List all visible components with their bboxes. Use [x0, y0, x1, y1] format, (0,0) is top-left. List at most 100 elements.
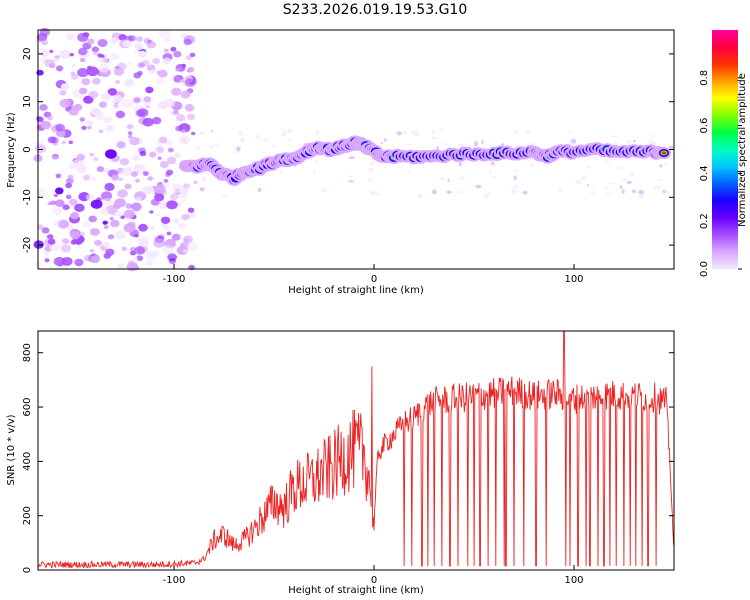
noise-speckle — [134, 178, 140, 183]
faint-speckle — [605, 161, 610, 164]
faint-speckle — [431, 129, 435, 135]
noise-speckle — [52, 57, 59, 63]
noise-speckle — [130, 250, 136, 256]
y-tick-label: 400 — [22, 452, 33, 471]
noise-speckle — [161, 180, 171, 188]
faint-speckle — [272, 144, 276, 148]
faint-speckle — [569, 141, 574, 147]
faint-speckle — [222, 195, 228, 198]
noise-speckle — [135, 196, 142, 202]
noise-speckle — [159, 160, 169, 169]
noise-speckle — [143, 96, 151, 103]
noise-speckle — [157, 200, 169, 209]
noise-speckle — [126, 166, 133, 172]
noise-speckle — [139, 150, 147, 157]
noise-speckle — [161, 216, 171, 224]
y-tick-label: 600 — [22, 397, 33, 416]
snr-y-axis-label: SNR (10 * v/v) — [6, 414, 17, 485]
noise-speckle — [138, 223, 148, 232]
faint-speckle — [447, 178, 450, 183]
noise-speckle — [123, 209, 135, 219]
noise-speckle — [121, 246, 128, 251]
noise-speckle — [149, 185, 154, 189]
faint-speckle — [368, 168, 374, 172]
noise-speckle — [171, 233, 181, 241]
noise-speckle — [61, 140, 67, 145]
noise-speckle — [46, 234, 54, 240]
noise-speckle — [155, 213, 160, 218]
faint-speckle — [656, 179, 662, 182]
noise-speckle — [51, 206, 63, 216]
faint-speckle — [626, 180, 632, 185]
noise-speckle — [128, 35, 136, 42]
noise-speckle — [90, 176, 97, 182]
noise-speckle — [105, 149, 117, 159]
noise-speckle — [158, 28, 171, 38]
noise-speckle — [65, 194, 72, 200]
noise-speckle — [127, 131, 133, 136]
noise-speckle — [90, 228, 100, 236]
noise-speckle — [103, 168, 110, 173]
snr-line — [38, 331, 674, 570]
faint-speckle — [431, 136, 438, 140]
noise-speckle — [83, 174, 91, 181]
noise-speckle — [152, 57, 161, 65]
faint-speckle — [622, 178, 626, 182]
noise-speckle — [59, 49, 71, 60]
noise-speckle — [82, 42, 92, 50]
noise-speckle — [111, 99, 117, 104]
faint-speckle — [558, 187, 562, 192]
noise-speckle — [98, 63, 110, 73]
noise-speckle — [166, 156, 177, 165]
noise-speckle — [92, 77, 101, 85]
noise-speckle — [137, 62, 146, 69]
noise-speckle — [113, 67, 125, 76]
noise-speckle — [181, 214, 190, 221]
x-tick-label: 0 — [371, 274, 377, 285]
faint-speckle — [530, 142, 536, 146]
noise-speckle — [148, 151, 157, 158]
noise-speckle — [162, 245, 174, 255]
faint-speckle — [367, 177, 372, 182]
faint-speckle — [491, 161, 495, 166]
faint-speckle — [443, 143, 448, 146]
x-tick-label: -100 — [163, 274, 186, 285]
noise-speckle — [50, 200, 57, 206]
noise-speckle — [187, 207, 195, 213]
noise-speckle — [183, 238, 189, 243]
noise-speckle — [166, 200, 178, 210]
faint-speckle — [611, 135, 618, 138]
faint-speckle — [369, 190, 376, 196]
y-tick-label: 200 — [22, 506, 33, 525]
noise-speckle — [73, 103, 83, 111]
noise-speckle — [101, 93, 112, 101]
x-tick-label: -100 — [163, 575, 186, 586]
faint-speckle — [407, 170, 410, 174]
noise-speckle — [87, 38, 95, 45]
x-tick-label: 100 — [564, 274, 583, 285]
noise-speckle — [149, 210, 154, 214]
noise-speckle — [135, 109, 145, 118]
noise-speckle — [68, 140, 74, 145]
noise-speckle — [39, 104, 48, 111]
noise-speckle — [173, 50, 182, 58]
x-tick-label: 100 — [564, 575, 583, 586]
noise-speckle — [165, 140, 173, 146]
faint-speckle — [484, 192, 491, 197]
faint-speckle — [638, 194, 645, 199]
faint-speckle — [210, 130, 214, 133]
noise-speckle — [116, 141, 126, 149]
noise-speckle — [103, 225, 109, 230]
noise-speckle — [89, 152, 95, 157]
colorbar-tick-label: 0.8 — [699, 70, 710, 86]
noise-speckle — [172, 109, 179, 115]
noise-speckle — [185, 55, 192, 61]
faint-speckle — [458, 143, 465, 148]
noise-speckle — [74, 203, 85, 212]
noise-speckle — [76, 245, 82, 249]
noise-speckle — [119, 158, 130, 166]
faint-speckle — [279, 170, 283, 174]
faint-speckle — [193, 180, 198, 185]
noise-speckle — [55, 173, 62, 179]
